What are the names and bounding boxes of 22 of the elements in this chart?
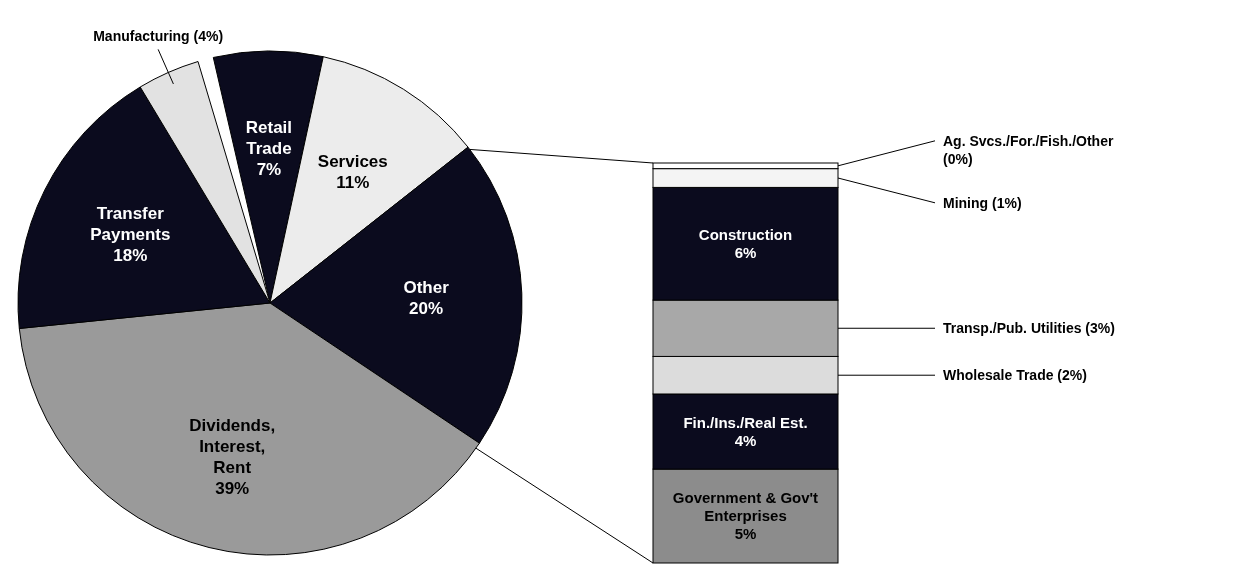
text: Wholesale Trade (2%) bbox=[943, 367, 1087, 384]
data-label: 7% bbox=[256, 159, 282, 179]
data-label: 5% bbox=[734, 525, 757, 543]
slice-label: Services bbox=[317, 151, 388, 171]
series-label: Government & Gov't Enterprises bbox=[672, 489, 819, 525]
text: Ag. Svcs./For./Fish./Other bbox=[943, 132, 1114, 149]
data-label: 18% bbox=[113, 246, 148, 266]
slice-label: Retail Trade bbox=[245, 117, 293, 158]
slice-label: Dividends, Interest, Rent bbox=[189, 415, 276, 477]
series-label: Fin./Ins./Real Est. bbox=[683, 413, 808, 431]
data-label: (0%) bbox=[943, 150, 973, 167]
data-label: 6% bbox=[734, 243, 757, 261]
slice-label: Other bbox=[403, 278, 450, 297]
slice-label: Manufacturing (4%) bbox=[93, 28, 224, 45]
slice-label: Transfer Payments bbox=[90, 204, 171, 245]
data-label: 4% bbox=[734, 431, 757, 449]
text: Mining (1%) bbox=[943, 194, 1022, 211]
data-label: 11% bbox=[336, 172, 370, 192]
data-label: 39% bbox=[215, 478, 250, 498]
series-label: Construction bbox=[698, 225, 793, 243]
text: Transp./Pub. Utilities (3%) bbox=[943, 320, 1115, 337]
data-label: 20% bbox=[409, 299, 444, 318]
